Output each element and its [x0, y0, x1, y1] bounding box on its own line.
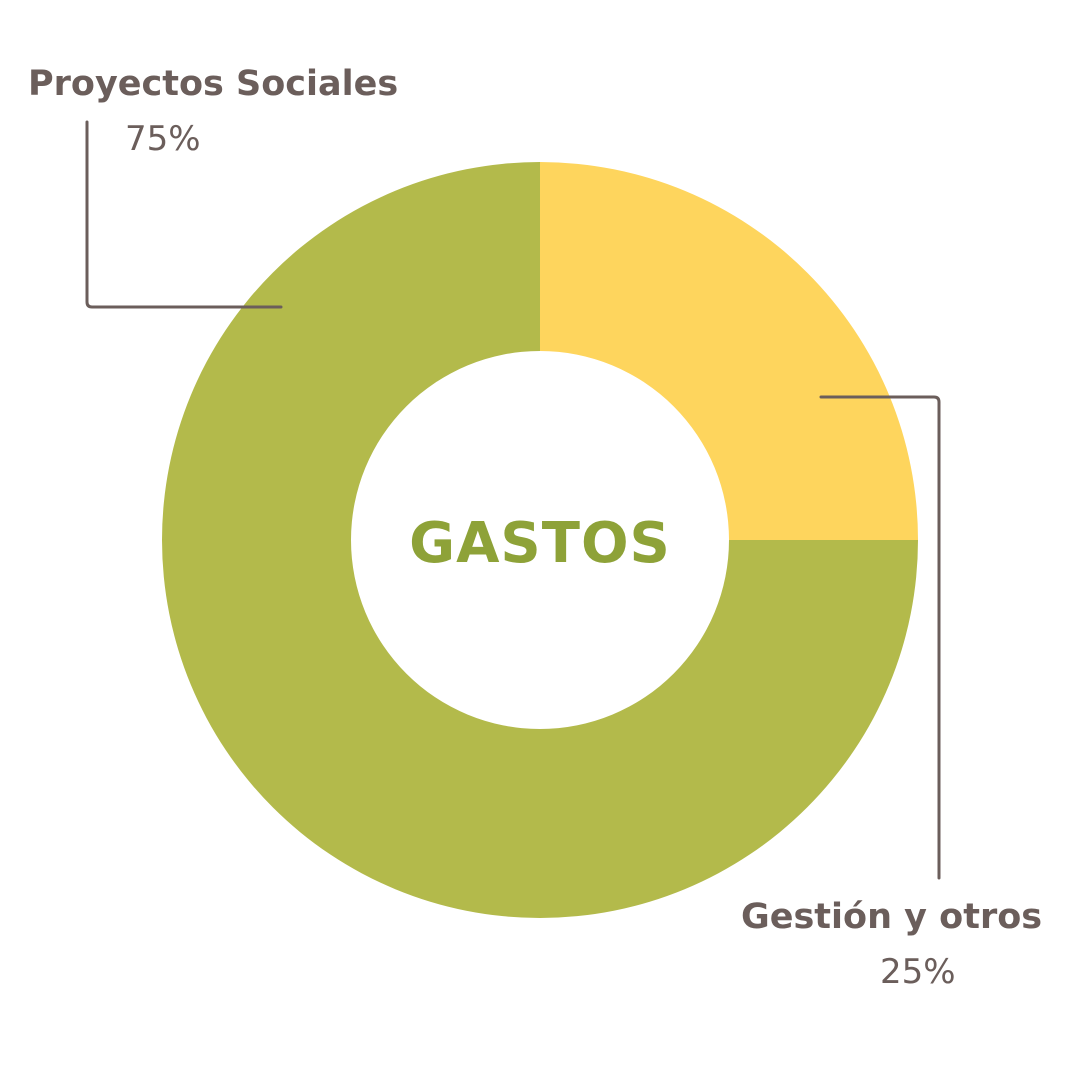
slice-proyectos-sociales	[162, 162, 918, 918]
slice-value-proyectos-sociales: 75%	[125, 119, 201, 159]
slice-value-gestion-y-otros: 25%	[880, 952, 956, 992]
leader-line-gestion-y-otros	[819, 395, 941, 880]
leader-line-proyectos-sociales	[85, 120, 283, 309]
slice-gestion-y-otros	[540, 162, 918, 540]
slice-label-proyectos-sociales: Proyectos Sociales	[28, 64, 398, 104]
slice-label-gestion-y-otros: Gestión y otros	[741, 897, 1042, 937]
donut-slices	[162, 162, 918, 918]
chart-center-label: GASTOS	[409, 511, 671, 576]
